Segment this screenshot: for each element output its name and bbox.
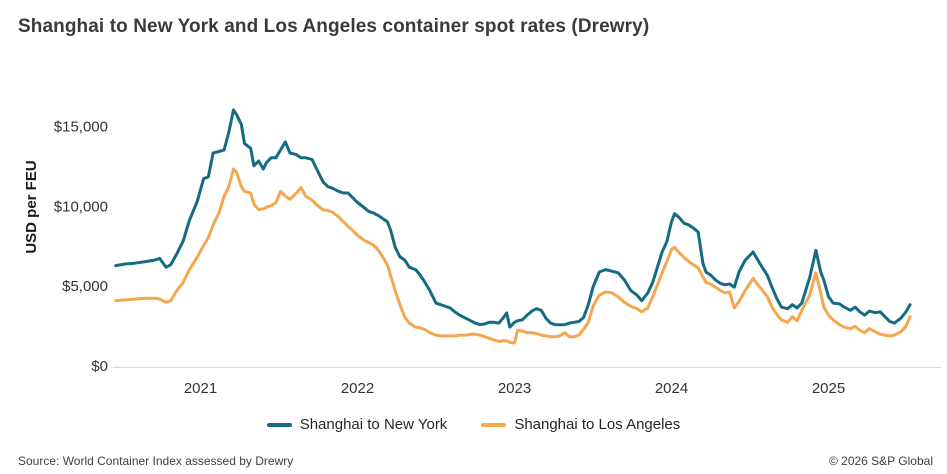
- x-tick-label: 2021: [184, 380, 217, 397]
- legend-item-shanghai-to-los-angeles: Shanghai to Los Angeles: [481, 416, 680, 433]
- source-note: Source: World Container Index assessed b…: [18, 454, 294, 468]
- chart-title: Shanghai to New York and Los Angeles con…: [18, 16, 650, 37]
- legend-label-los-angeles: Shanghai to Los Angeles: [514, 416, 681, 433]
- orange-line-swatch-icon: [481, 422, 507, 427]
- x-tick-label: 2022: [341, 380, 374, 397]
- y-tick-label: $5,000: [62, 278, 108, 295]
- series-line-shanghai-to-new-york: [114, 108, 912, 329]
- series-line-shanghai-to-los-angeles: [114, 167, 912, 345]
- chart-footer: Source: World Container Index assessed b…: [18, 454, 933, 468]
- y-tick-label: $0: [91, 358, 108, 375]
- teal-line-swatch-icon: [266, 422, 292, 427]
- x-tick-label: 2024: [655, 380, 688, 397]
- x-tick-label: 2025: [812, 380, 845, 397]
- legend-label-new-york: Shanghai to New York: [299, 416, 448, 433]
- y-tick-label: $15,000: [54, 118, 108, 135]
- spot-rates-line-chart: $15,000 $10,000 $5,000 $0 2021 2022 2023 2024 20…: [23, 108, 941, 397]
- y-axis-title: USD per FEU: [23, 160, 40, 253]
- legend-item-shanghai-to-new-york: Shanghai to New York: [266, 416, 448, 433]
- chart-legend: Shanghai to New York Shanghai to Los Ang…: [0, 416, 947, 433]
- copyright-note: © 2026 S&P Global: [828, 454, 933, 468]
- x-tick-label: 2023: [498, 380, 531, 397]
- y-tick-label: $10,000: [54, 198, 108, 215]
